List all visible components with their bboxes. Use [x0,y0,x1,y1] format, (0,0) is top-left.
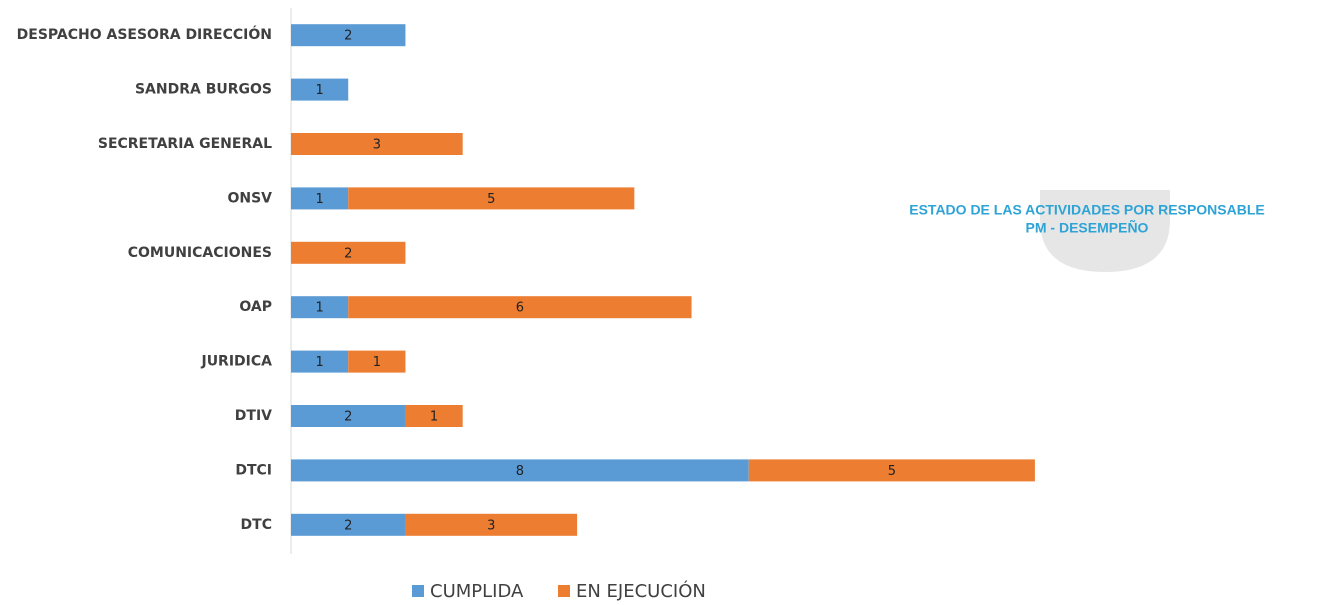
y-tick-label: OAP [239,299,272,315]
chart-subtitle: PM - DESEMPEÑO [1026,219,1149,236]
chart-title: ESTADO DE LAS ACTIVIDADES POR RESPONSABL… [909,202,1264,218]
bar-segment [405,405,463,427]
data-label: 5 [888,464,896,479]
data-label: 1 [315,83,323,98]
y-tick-label: SANDRA BURGOS [135,82,272,98]
data-label: 1 [373,355,381,370]
y-tick-label: COMUNICACIONES [128,245,272,261]
bar-segment [348,296,692,319]
y-tick-label: DTIV [235,408,272,424]
y-tick-label: JURIDICA [200,354,272,370]
data-label: 1 [315,192,323,207]
bar-segment [291,350,349,373]
data-label: 5 [487,192,495,207]
bar-segment [748,459,1035,482]
bar-segment [291,133,463,155]
y-tick-label: SECRETARIA GENERAL [98,136,272,152]
data-label: 1 [430,410,438,425]
legend-label: CUMPLIDA [430,581,524,602]
bar-segment [291,187,349,210]
legend-label: EN EJECUCIÓN [576,580,706,602]
data-label: 1 [315,355,323,370]
bar-segment [348,187,635,210]
title-backdrop [1040,190,1170,272]
data-label: 2 [344,518,352,533]
data-label: 1 [315,301,323,316]
legend-swatch [558,585,570,597]
bar-segment [405,513,578,536]
data-label: 8 [516,464,524,479]
y-tick-label: ONSV [227,190,272,206]
bar-segment [291,241,406,264]
data-label: 2 [344,246,352,261]
data-label: 2 [344,29,352,44]
bar-segment [291,296,349,319]
data-label: 3 [373,138,381,153]
y-tick-label: DTC [241,517,272,533]
y-tick-label: DESPACHO ASESORA DIRECCIÓN [17,25,272,43]
bar-segment [348,350,406,373]
data-label: 2 [344,410,352,425]
data-label: 3 [487,518,495,533]
legend-swatch [412,585,424,597]
bar-segment [291,24,406,47]
bar-segment [291,405,406,427]
bar-segment [291,513,406,536]
bar-segment [291,78,349,101]
y-tick-label: DTCI [235,462,272,478]
data-label: 6 [516,301,524,316]
bar-segment [291,459,749,482]
